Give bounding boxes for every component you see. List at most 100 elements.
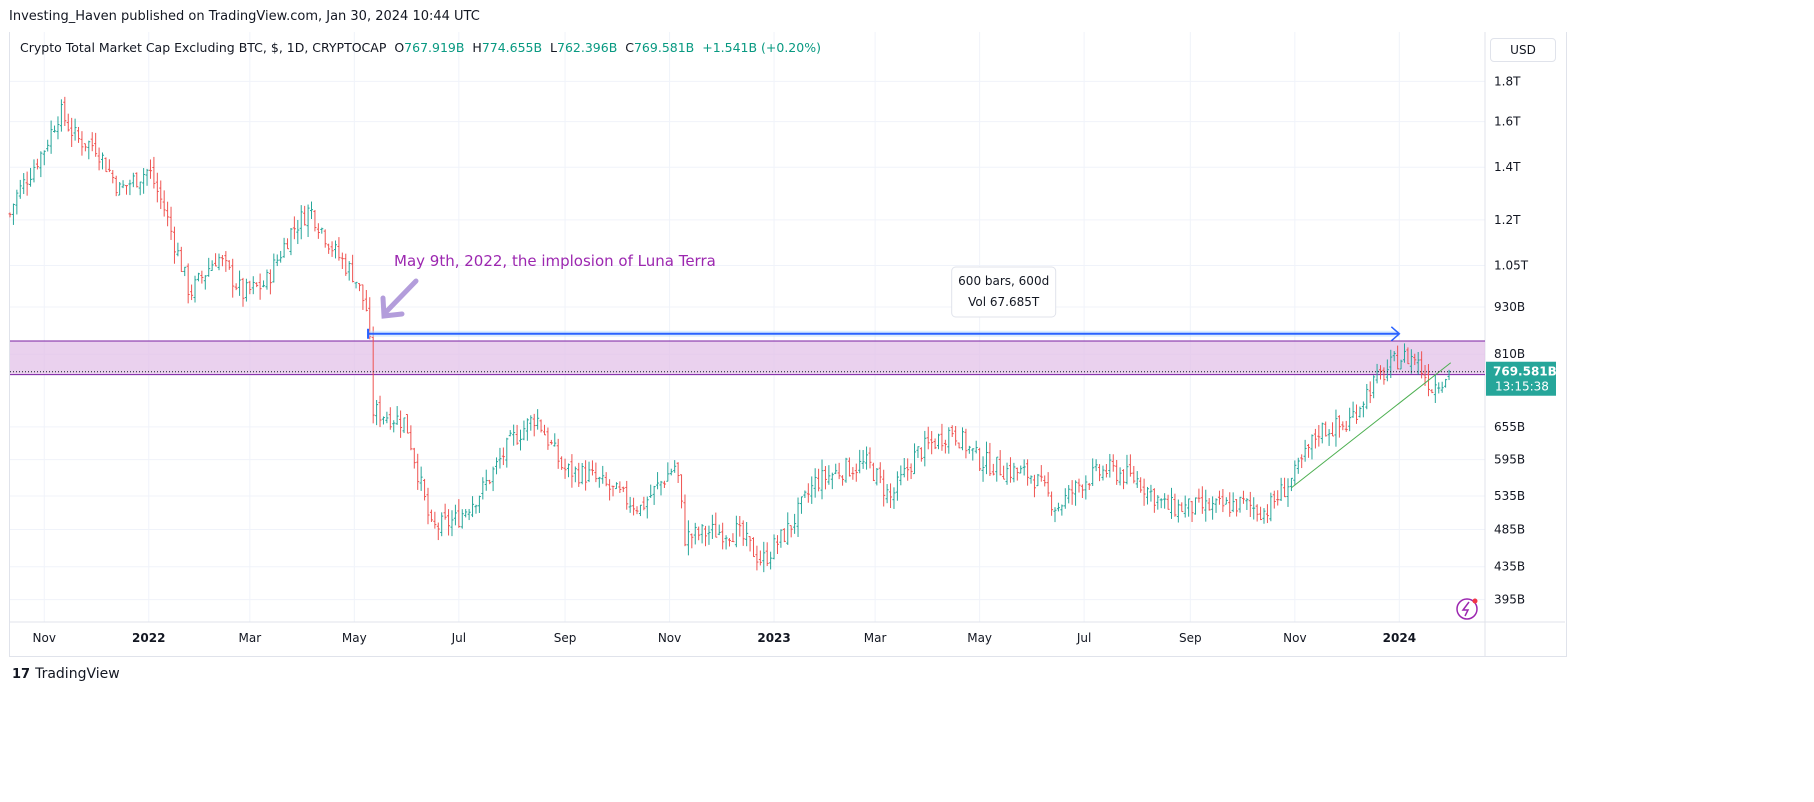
ohlc-bar xyxy=(1276,490,1280,506)
ohlc-bar xyxy=(998,450,1002,476)
ohlc-bar xyxy=(46,139,50,152)
ohlc-bar xyxy=(991,463,995,476)
ohlc-bar xyxy=(1262,508,1266,524)
ohlc-bar xyxy=(1296,457,1300,474)
x-tick-label: 2023 xyxy=(757,631,790,645)
ohlc-bar xyxy=(488,479,492,485)
ohlc-bar xyxy=(453,504,457,526)
ohlc-bar xyxy=(841,475,845,486)
symbol-title: Crypto Total Market Cap Excluding BTC, $… xyxy=(20,40,387,55)
ohlc-bar xyxy=(1416,351,1420,375)
y-tick-label: 655B xyxy=(1494,420,1525,434)
ohlc-bar xyxy=(871,462,875,482)
ohlc-bar xyxy=(786,512,790,545)
ohlc-bar xyxy=(443,503,447,520)
ohlc-bar xyxy=(529,415,533,431)
open-value: 767.919B xyxy=(404,40,465,55)
ohlc-bar xyxy=(1039,465,1043,482)
ohlc-bar xyxy=(18,179,22,199)
x-tick-label: Nov xyxy=(33,631,56,645)
ohlc-bar xyxy=(491,466,495,492)
ohlc-bar xyxy=(1128,454,1132,477)
ohlc-bar xyxy=(1382,367,1386,385)
ohlc-bar xyxy=(1132,465,1136,484)
ohlc-bar xyxy=(542,424,546,436)
ohlc-bar xyxy=(834,463,838,475)
ohlc-bar xyxy=(758,550,762,566)
ohlc-bar xyxy=(73,118,77,141)
ohlc-bar xyxy=(971,448,975,461)
currency-button[interactable]: USD xyxy=(1490,38,1556,62)
ohlc-bar xyxy=(251,276,255,295)
ohlc-bar xyxy=(765,542,769,567)
y-tick-label: 1.2T xyxy=(1494,213,1521,227)
ohlc-bar xyxy=(323,229,327,248)
ohlc-bar xyxy=(426,487,430,525)
ohlc-bar xyxy=(1355,404,1359,424)
ohlc-bar xyxy=(436,522,440,541)
ohlc-bar xyxy=(423,478,427,501)
ohlc-bar xyxy=(364,289,368,312)
brand-name[interactable]: TradingView xyxy=(35,666,120,682)
range-volume-label: Vol 67.685T xyxy=(968,295,1040,309)
resistance-zone xyxy=(10,340,1485,375)
ohlc-bar xyxy=(553,433,557,447)
ohlc-bar xyxy=(793,513,797,534)
ohlc-bar xyxy=(847,457,851,477)
ohlc-bar xyxy=(799,496,803,514)
ohlc-bar xyxy=(1173,493,1177,517)
ohlc-bar xyxy=(1169,487,1173,519)
ohlc-bar xyxy=(827,465,831,485)
ohlc-bar xyxy=(1019,465,1023,474)
ohlc-bar xyxy=(1190,500,1194,523)
chart-frame xyxy=(9,32,1567,657)
ohlc-bar xyxy=(1293,460,1297,486)
annotation-text: May 9th, 2022, the implosion of Luna Ter… xyxy=(394,252,716,270)
ohlc-bar xyxy=(580,463,584,485)
x-tick-label: Sep xyxy=(1179,631,1202,645)
y-tick-label: 1.6T xyxy=(1494,115,1521,129)
ohlc-bar xyxy=(680,474,684,509)
close-label: C xyxy=(625,40,634,55)
ohlc-bar xyxy=(1324,421,1328,437)
notification-dot-icon xyxy=(1472,598,1478,604)
ohlc-bar xyxy=(906,458,910,481)
ohlc-bar xyxy=(1149,484,1153,502)
ohlc-bar xyxy=(176,242,180,257)
ohlc-bar xyxy=(947,427,951,454)
ohlc-bar xyxy=(220,254,224,267)
y-tick-label: 485B xyxy=(1494,523,1525,537)
x-tick-label: Sep xyxy=(554,631,577,645)
ohlc-bar xyxy=(399,410,403,438)
x-tick-label: May xyxy=(967,631,992,645)
low-label: L xyxy=(550,40,558,55)
ohlc-bar xyxy=(1115,459,1119,485)
ohlc-bar xyxy=(1183,495,1187,518)
ohlc-bar xyxy=(1032,474,1036,498)
ohlc-bar xyxy=(142,168,146,194)
ohlc-bar xyxy=(806,483,810,503)
ohlc-bar xyxy=(1080,484,1084,499)
ohlc-bar xyxy=(49,120,53,154)
ohlc-bar xyxy=(590,460,594,476)
ohlc-bar xyxy=(584,460,588,491)
ohlc-bar xyxy=(728,538,732,547)
ohlc-bar xyxy=(1259,506,1263,521)
trendline xyxy=(1291,362,1452,489)
ohlc-bar xyxy=(669,468,673,476)
ohlc-bar xyxy=(611,485,615,497)
ohlc-bar xyxy=(118,182,122,196)
ohlc-bar xyxy=(1026,459,1030,486)
ohlc-bar xyxy=(1368,381,1372,404)
ohlc-bar xyxy=(556,438,560,469)
ohlc-bar xyxy=(662,480,666,488)
ohlc-bar xyxy=(337,237,341,261)
footer: 17 TradingView xyxy=(12,666,120,682)
ohlc-bar xyxy=(1283,477,1287,498)
ohlc-bar xyxy=(1313,428,1317,449)
ohlc-bar xyxy=(950,425,954,438)
ohlc-bar xyxy=(1252,497,1256,520)
y-tick-label: 1.8T xyxy=(1494,74,1521,88)
y-tick-label: 395B xyxy=(1494,593,1525,607)
